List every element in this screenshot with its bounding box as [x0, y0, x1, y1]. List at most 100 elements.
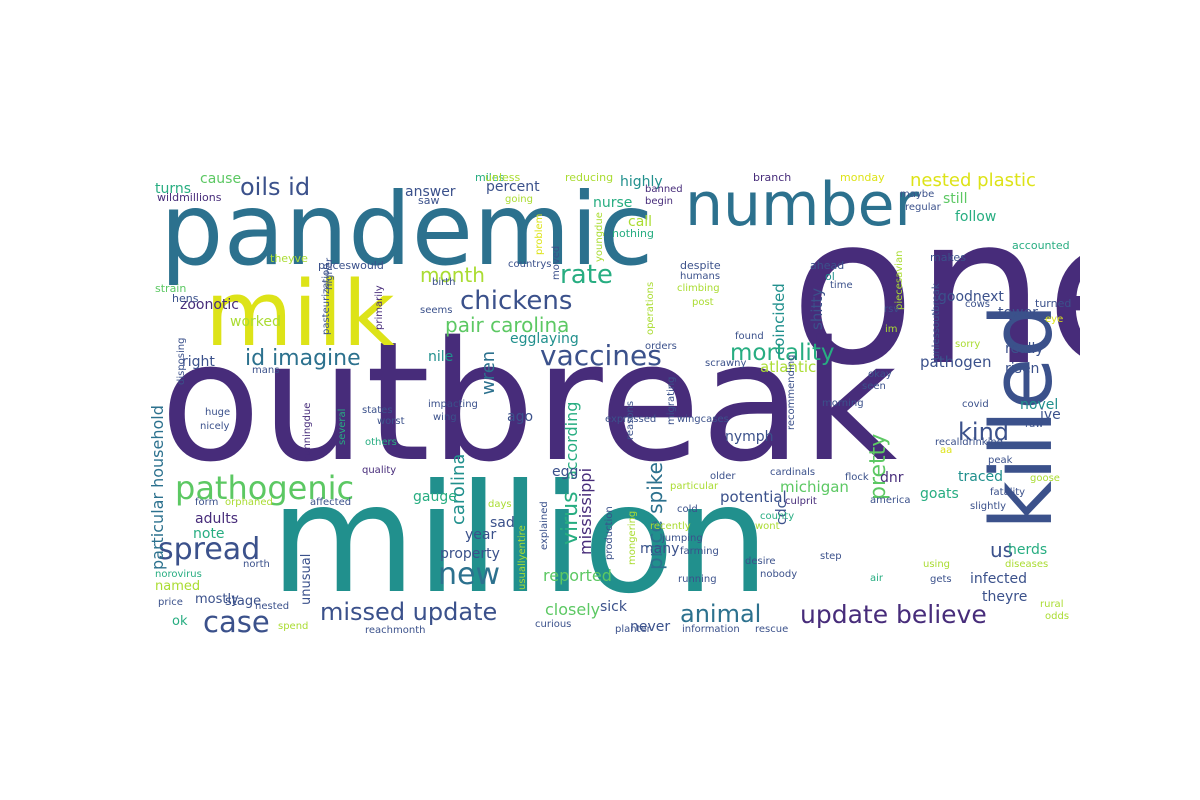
word-one: one	[790, 173, 1080, 411]
word-recalldrinking: recalldrinking	[935, 437, 1004, 448]
word-humans: humans	[680, 271, 721, 282]
word-adults: adults	[195, 511, 239, 527]
word-raw: raw	[1025, 419, 1044, 430]
word-odds: odds	[1045, 611, 1070, 622]
word-explained: explained	[539, 501, 550, 550]
word-priceswould: priceswould	[318, 259, 384, 272]
word-wing: wing	[433, 412, 457, 423]
word-orphaned: orphaned	[225, 497, 273, 508]
word-year: year	[465, 527, 497, 543]
word-maybe: maybe	[900, 189, 935, 200]
word-percent: percent	[486, 179, 540, 195]
word-branch: branch	[753, 171, 792, 184]
word-new: new	[438, 557, 501, 592]
word-answer: answer	[405, 184, 456, 200]
word-particular-household: particular household	[150, 405, 167, 570]
word-culprit: culprit	[785, 496, 817, 507]
word-youngdue: youngdue	[594, 212, 605, 262]
word-theyre: theyre	[982, 589, 1028, 605]
word-despite: despite	[680, 259, 721, 272]
word-us: us	[990, 538, 1014, 562]
word-pretty: pretty	[866, 433, 891, 500]
word-morning: morning	[822, 398, 864, 409]
word-days: days	[488, 499, 512, 510]
word-nested-plastic: nested plastic	[910, 170, 1036, 191]
word-turned: turned	[1035, 297, 1072, 310]
word-price: price	[158, 597, 183, 608]
word-million: million	[270, 453, 770, 627]
word-im: im	[885, 324, 898, 335]
word-pandemic: pandemic	[160, 171, 654, 288]
word-id-imagine: id imagine	[245, 346, 361, 371]
word-pasteurization: pasteurization	[321, 263, 332, 335]
word-risen: risen	[1005, 361, 1040, 377]
word-county: county	[760, 511, 795, 522]
word-makes: makes	[930, 251, 966, 264]
word-production: production	[604, 506, 615, 560]
word-potential: potential	[720, 488, 787, 506]
word-tower: tower	[998, 305, 1038, 321]
word-goats: goats	[920, 486, 959, 502]
word-spend: spend	[278, 621, 309, 632]
word-wont: wont	[755, 521, 780, 532]
word-regular: regular	[905, 202, 941, 213]
word-orders: orders	[645, 341, 677, 352]
word-animal: animal	[680, 600, 762, 628]
word-nested: nested	[255, 601, 290, 612]
word-states: states	[362, 405, 393, 416]
word-shitty: shitty	[808, 287, 826, 330]
word-rsv: rsv	[884, 304, 900, 315]
word-miles: miles	[475, 171, 505, 184]
word-cardinals: cardinals	[770, 467, 816, 478]
word-disposing: disposing	[176, 337, 187, 385]
word-norovirus: norovirus	[155, 569, 202, 580]
word-novel: novel	[1020, 397, 1059, 413]
word-jumping: jumping	[662, 533, 703, 544]
word-spread: spread	[158, 532, 261, 567]
word-countrys: countrys	[508, 259, 552, 270]
word-strain: strain	[155, 282, 187, 295]
word-older: older	[710, 471, 736, 482]
word-unless: unless	[485, 171, 521, 184]
word-okay: okay	[868, 369, 892, 380]
word-chickens: chickens	[460, 286, 573, 316]
word-scrawny: scrawny	[705, 358, 747, 369]
word-reported: reported	[543, 566, 612, 585]
word-birth: birth	[432, 277, 456, 288]
word-sad: sad	[490, 515, 515, 531]
word-covid: covid	[962, 399, 989, 410]
word-problem: problem	[534, 213, 545, 255]
word-going: going	[505, 194, 533, 205]
word-moved: moved	[551, 245, 562, 280]
word-nicely: nicely	[200, 421, 230, 432]
word-north: north	[243, 559, 270, 570]
word-traced: traced	[958, 469, 1004, 485]
word-really: really	[1005, 341, 1044, 357]
word-quality: quality	[362, 465, 397, 476]
word-property: property	[440, 546, 500, 562]
word-found: found	[735, 331, 764, 342]
word-peak: peak	[988, 455, 1013, 466]
word-several: several	[337, 408, 348, 445]
word-nobody: nobody	[760, 569, 798, 580]
word-ol: ol	[825, 270, 835, 283]
word-mostly: mostly	[195, 592, 239, 607]
word-wildmillions: wildmillions	[157, 191, 222, 204]
word-flock: flock	[845, 472, 869, 483]
word-pair-carolina: pair carolina	[445, 313, 570, 337]
word-nothing: nothing	[612, 227, 654, 240]
word-vaccines: vaccines	[540, 339, 662, 372]
word-banned: banned	[645, 184, 683, 195]
word-farming: farming	[680, 546, 719, 557]
word-named: named	[155, 579, 201, 594]
word-hens: hens	[172, 292, 199, 305]
word-egglaying: egglaying	[510, 331, 579, 347]
word-pathogen: pathogen	[920, 353, 992, 371]
word-worked: worked	[230, 314, 281, 330]
word-mans: mans	[252, 365, 280, 376]
word-recommending: recommending	[786, 354, 797, 430]
word-affected: affected	[310, 497, 352, 508]
word-cows: cows	[965, 299, 991, 310]
word-zoonotic: zoonotic	[180, 297, 239, 313]
word-call: call	[628, 214, 653, 230]
